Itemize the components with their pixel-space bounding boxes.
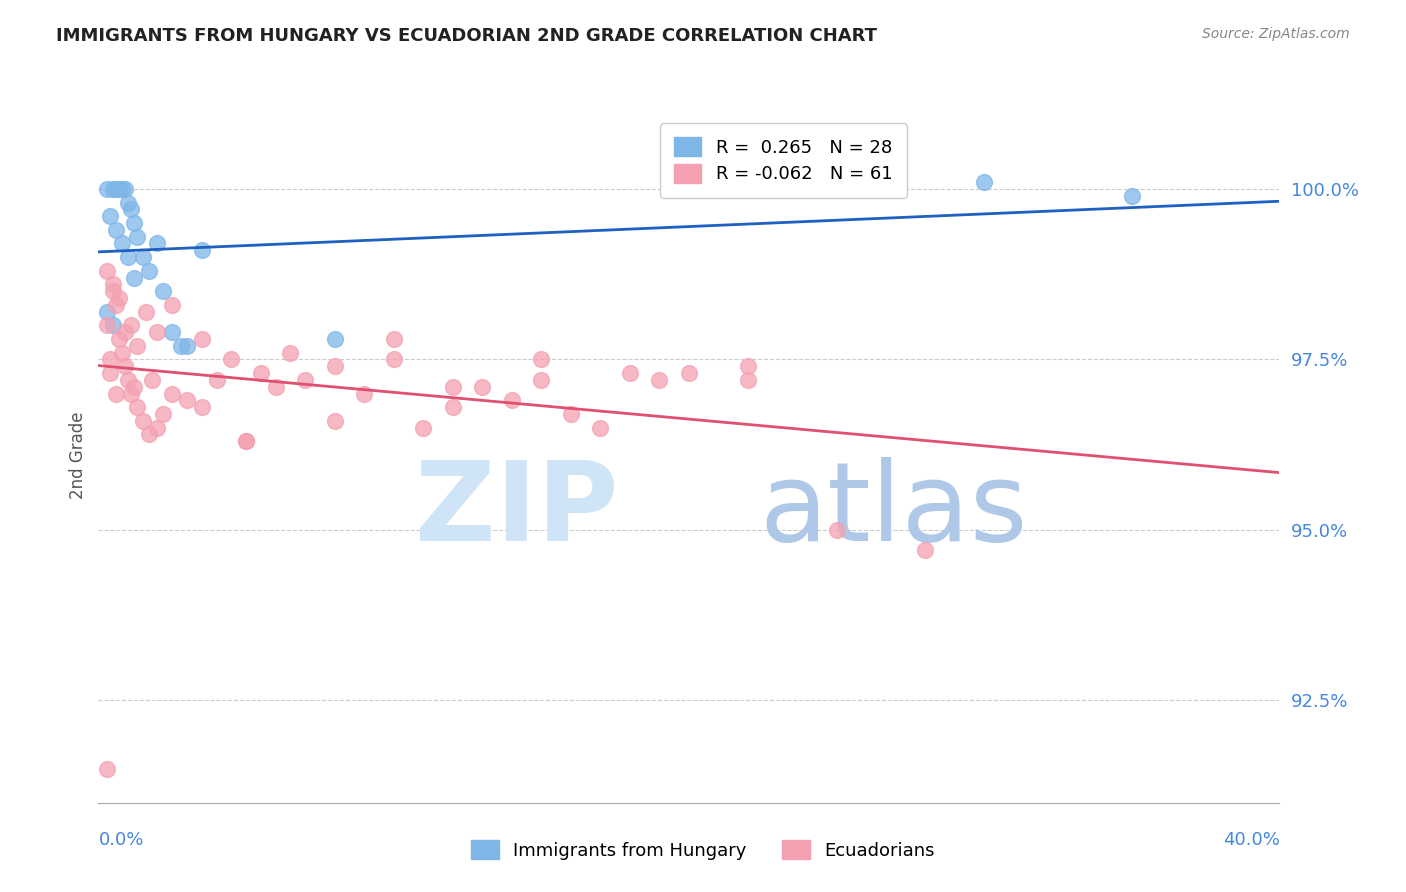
Point <box>117 373 139 387</box>
Point <box>103 284 125 298</box>
Point <box>560 407 582 421</box>
Point <box>96 762 118 776</box>
Point <box>120 386 142 401</box>
Point <box>138 264 160 278</box>
Point <box>98 209 121 223</box>
Point <box>146 236 169 251</box>
Point <box>619 366 641 380</box>
Point <box>103 318 125 333</box>
Point <box>412 420 434 434</box>
Text: 0.0%: 0.0% <box>98 830 143 848</box>
Point <box>103 277 125 292</box>
Text: Source: ZipAtlas.com: Source: ZipAtlas.com <box>1202 27 1350 41</box>
Point <box>105 386 128 401</box>
Point <box>530 373 553 387</box>
Point <box>135 304 157 318</box>
Point <box>132 250 155 264</box>
Point <box>589 420 612 434</box>
Point <box>176 393 198 408</box>
Point <box>141 373 163 387</box>
Point <box>221 352 243 367</box>
Point <box>146 325 169 339</box>
Point <box>294 373 316 387</box>
Point <box>353 386 375 401</box>
Point <box>111 182 134 196</box>
Point <box>96 264 118 278</box>
Point <box>96 318 118 333</box>
Point <box>191 332 214 346</box>
Point <box>530 352 553 367</box>
Point <box>170 339 193 353</box>
Point <box>152 284 174 298</box>
Legend: Immigrants from Hungary, Ecuadorians: Immigrants from Hungary, Ecuadorians <box>457 826 949 874</box>
Point <box>471 380 494 394</box>
Point <box>973 175 995 189</box>
Point <box>125 229 148 244</box>
Point <box>125 339 148 353</box>
Point <box>105 223 128 237</box>
Point <box>914 543 936 558</box>
Point <box>114 325 136 339</box>
Point <box>205 373 228 387</box>
Point <box>382 352 405 367</box>
Point <box>122 216 145 230</box>
Point <box>96 182 118 196</box>
Point <box>111 236 134 251</box>
Text: 40.0%: 40.0% <box>1223 830 1279 848</box>
Point <box>441 400 464 414</box>
Point <box>108 332 131 346</box>
Point <box>323 359 346 374</box>
Y-axis label: 2nd Grade: 2nd Grade <box>69 411 87 499</box>
Point <box>278 345 302 359</box>
Point <box>235 434 257 449</box>
Point <box>323 332 346 346</box>
Point <box>105 298 128 312</box>
Point <box>264 380 287 394</box>
Point <box>117 195 139 210</box>
Point <box>103 182 125 196</box>
Point <box>105 182 128 196</box>
Point <box>114 182 136 196</box>
Point <box>117 250 139 264</box>
Point <box>235 434 257 449</box>
Point <box>737 373 759 387</box>
Point <box>108 291 131 305</box>
Point <box>114 359 136 374</box>
Point <box>120 318 142 333</box>
Point <box>323 414 346 428</box>
Point <box>98 366 121 380</box>
Point <box>111 345 134 359</box>
Point <box>382 332 405 346</box>
Point <box>191 400 214 414</box>
Point <box>162 325 183 339</box>
Point <box>176 339 198 353</box>
Point <box>250 366 273 380</box>
Text: IMMIGRANTS FROM HUNGARY VS ECUADORIAN 2ND GRADE CORRELATION CHART: IMMIGRANTS FROM HUNGARY VS ECUADORIAN 2N… <box>56 27 877 45</box>
Point <box>152 407 174 421</box>
Point <box>162 386 183 401</box>
Point <box>441 380 464 394</box>
Point <box>501 393 523 408</box>
Point <box>98 352 121 367</box>
Text: ZIP: ZIP <box>415 457 619 564</box>
Point <box>138 427 160 442</box>
Point <box>146 420 169 434</box>
Point <box>96 304 118 318</box>
Point <box>1121 188 1143 202</box>
Point <box>678 366 700 380</box>
Point <box>825 523 848 537</box>
Point <box>648 373 671 387</box>
Point <box>737 359 759 374</box>
Legend: R =  0.265   N = 28, R = -0.062   N = 61: R = 0.265 N = 28, R = -0.062 N = 61 <box>659 123 907 198</box>
Text: atlas: atlas <box>759 457 1028 564</box>
Point <box>122 380 145 394</box>
Point <box>162 298 183 312</box>
Point <box>132 414 155 428</box>
Point <box>122 270 145 285</box>
Point <box>191 244 214 258</box>
Point <box>120 202 142 217</box>
Point <box>125 400 148 414</box>
Point <box>108 182 131 196</box>
